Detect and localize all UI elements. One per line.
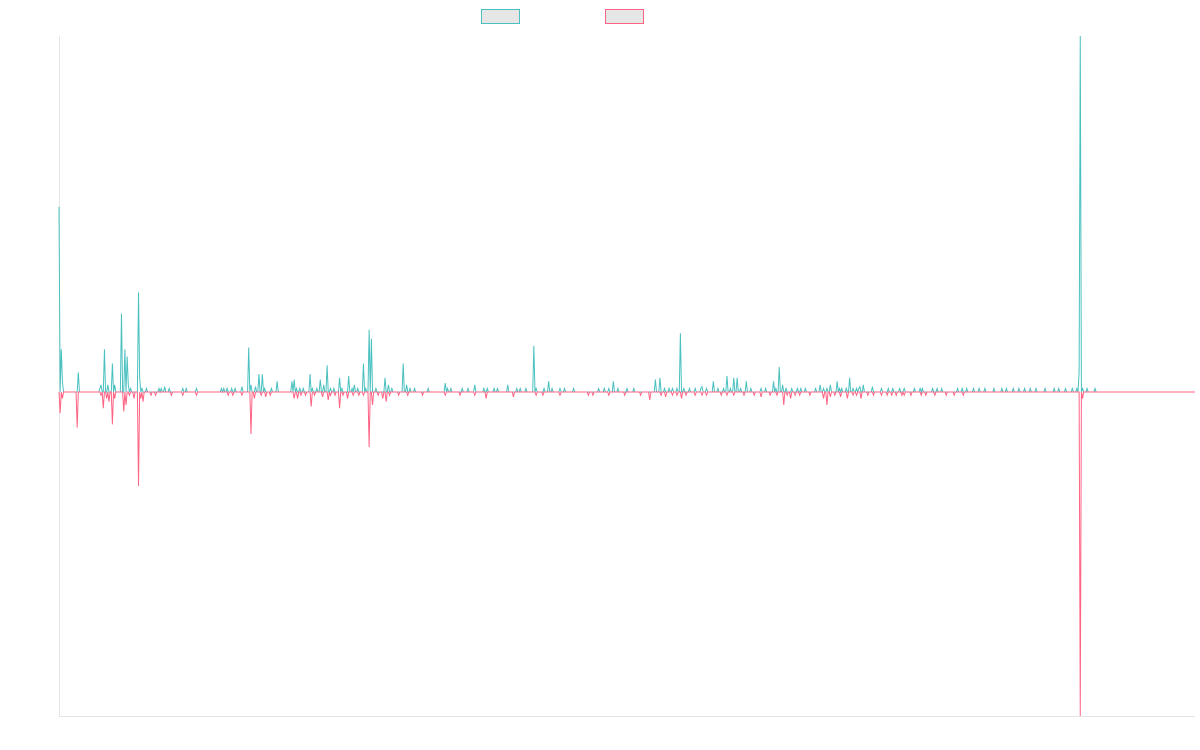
legend-swatch-series-a[interactable] <box>481 9 520 24</box>
legend-swatch-series-b[interactable] <box>605 9 644 24</box>
series-a-line <box>58 35 1195 394</box>
series-b-line <box>58 390 1195 717</box>
